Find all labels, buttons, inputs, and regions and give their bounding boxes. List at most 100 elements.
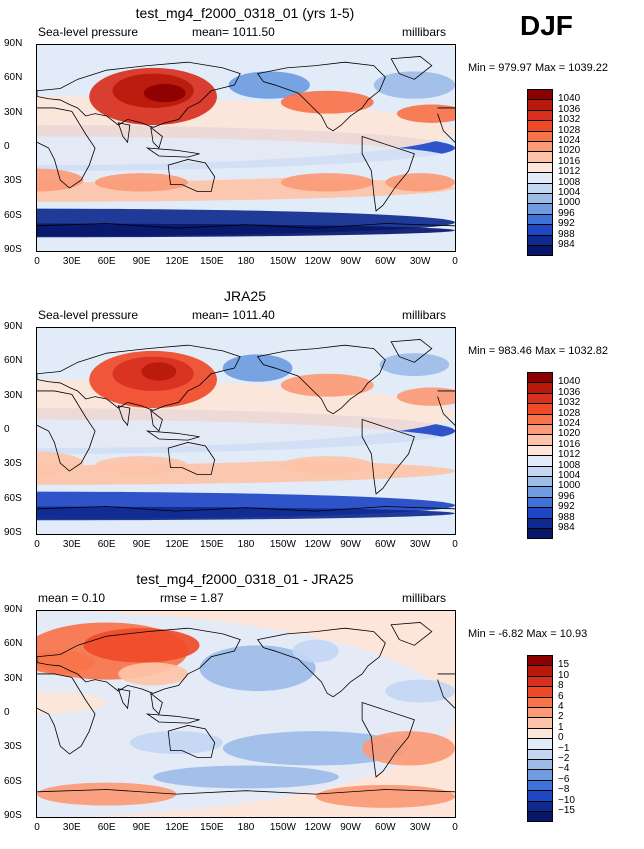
coastline <box>37 628 240 693</box>
min-max-label: Min = 983.46 Max = 1032.82 <box>468 345 609 357</box>
lon-tick-label: 150W <box>269 539 296 550</box>
coastline <box>37 507 455 512</box>
lat-tick-label: 30N <box>4 106 23 118</box>
lon-tick-label: 0 <box>34 539 40 550</box>
pressure-field-region <box>280 90 374 114</box>
colorbar-label: 1024 <box>558 418 581 429</box>
pressure-field-region <box>37 782 177 806</box>
lon-tick-label: 180 <box>237 256 255 267</box>
map-panel <box>36 44 456 252</box>
lon-tick-label: 30W <box>409 539 431 550</box>
colorbar-label: 988 <box>558 228 575 240</box>
colorbar-label: −2 <box>558 753 570 764</box>
colorbar-swatch <box>527 528 553 540</box>
colorbar-label: 1012 <box>558 449 581 461</box>
colorbar-label: 10 <box>558 669 570 681</box>
lon-tick-label: 150E <box>200 539 224 550</box>
pressure-field-region <box>95 456 188 475</box>
coastlines <box>37 339 455 511</box>
coastline <box>258 345 386 414</box>
lat-tick-label: 60S <box>4 492 22 504</box>
lat-tick-label: 30S <box>4 175 22 187</box>
lat-tick-label: 30S <box>4 458 22 470</box>
coastline <box>37 62 240 127</box>
center-label: rmse = 1.87 <box>160 591 224 605</box>
coastline <box>151 410 163 431</box>
units-label: millibars <box>402 308 447 322</box>
coastline <box>151 127 163 148</box>
colorbar-label: 996 <box>558 207 575 219</box>
coastlines <box>37 56 455 228</box>
colorbar-label: −4 <box>558 763 570 775</box>
lon-tick-label: 120W <box>304 539 331 550</box>
lon-tick-label: 90E <box>132 822 151 833</box>
coastline <box>362 420 414 494</box>
colorbar-label: 6 <box>558 690 564 702</box>
center-label: mean= 1011.50 <box>192 25 275 39</box>
colorbar-label: 1036 <box>558 103 581 115</box>
coastline <box>37 224 455 229</box>
lat-tick-label: 90S <box>4 527 22 538</box>
min-max-label: Min = -6.82 Max = 10.93 <box>468 628 588 640</box>
lon-tick-label: 0 <box>452 256 458 267</box>
pressure-field-region <box>379 353 450 377</box>
pressure-field-region <box>95 173 188 192</box>
lat-tick-label: 90S <box>4 810 22 821</box>
colorbar-label: 1028 <box>558 124 581 136</box>
colorbar-label: 1024 <box>558 135 581 146</box>
colorbar-label: 4 <box>558 701 564 712</box>
colorbar-label: 992 <box>558 218 575 230</box>
lat-tick-label: 90N <box>4 38 23 49</box>
pressure-field-region <box>37 506 455 521</box>
colorbar-label: 984 <box>558 239 575 250</box>
pressure-field-region <box>292 639 339 663</box>
panel-title: test_mg4_f2000_0318_01 - JRA25 <box>136 571 354 587</box>
colorbar-label: 1020 <box>558 428 581 440</box>
map-plot <box>37 611 455 817</box>
pressure-field-region <box>222 354 293 382</box>
pressure-field-region <box>280 456 374 475</box>
coastline <box>168 159 214 191</box>
pressure-field-region <box>280 173 374 192</box>
coastline <box>258 628 386 697</box>
pressure-field-region <box>37 691 107 714</box>
pressure-field-region <box>280 373 374 397</box>
lat-tick-label: 30N <box>4 389 23 401</box>
lat-tick-label: 0 <box>4 141 10 152</box>
coastline <box>37 674 455 754</box>
lon-tick-label: 30W <box>409 822 431 833</box>
lon-tick-label: 90W <box>340 539 361 550</box>
map-plot <box>37 328 455 534</box>
lon-tick-label: 30E <box>62 822 81 833</box>
units-label: millibars <box>402 25 447 39</box>
colorbar-label: −6 <box>558 773 570 785</box>
pressure-field-region <box>228 71 310 99</box>
pressure-field-region <box>37 223 455 238</box>
pressure-field-region <box>37 419 455 466</box>
pressure-field-region <box>153 765 339 789</box>
pressure-field-region <box>222 731 409 766</box>
map-plot <box>37 45 455 251</box>
season-label: DJF <box>520 10 573 41</box>
lon-tick-label: 150E <box>200 256 224 267</box>
colorbar-label: −10 <box>558 794 575 806</box>
colorbar-label: 1008 <box>558 459 581 471</box>
lon-tick-label: 90W <box>340 822 361 833</box>
colorbar-label: 8 <box>558 680 564 692</box>
colorbar-label: 996 <box>558 490 575 502</box>
pressure-field-region <box>199 645 316 692</box>
coastline <box>168 725 214 757</box>
pressure-field-region <box>385 173 455 192</box>
lat-tick-label: 90S <box>4 244 22 255</box>
colorbar-label: 988 <box>558 511 575 523</box>
map-panel <box>36 610 456 818</box>
coastline <box>147 714 199 723</box>
pressure-field-region <box>83 628 200 663</box>
lon-tick-label: 30E <box>62 539 81 550</box>
pressure-field-region <box>373 71 455 99</box>
coastline <box>37 790 455 795</box>
left-label: Sea-level pressure <box>38 25 139 39</box>
coastline <box>118 123 130 142</box>
coastline <box>391 339 432 362</box>
lon-tick-label: 150E <box>200 822 224 833</box>
